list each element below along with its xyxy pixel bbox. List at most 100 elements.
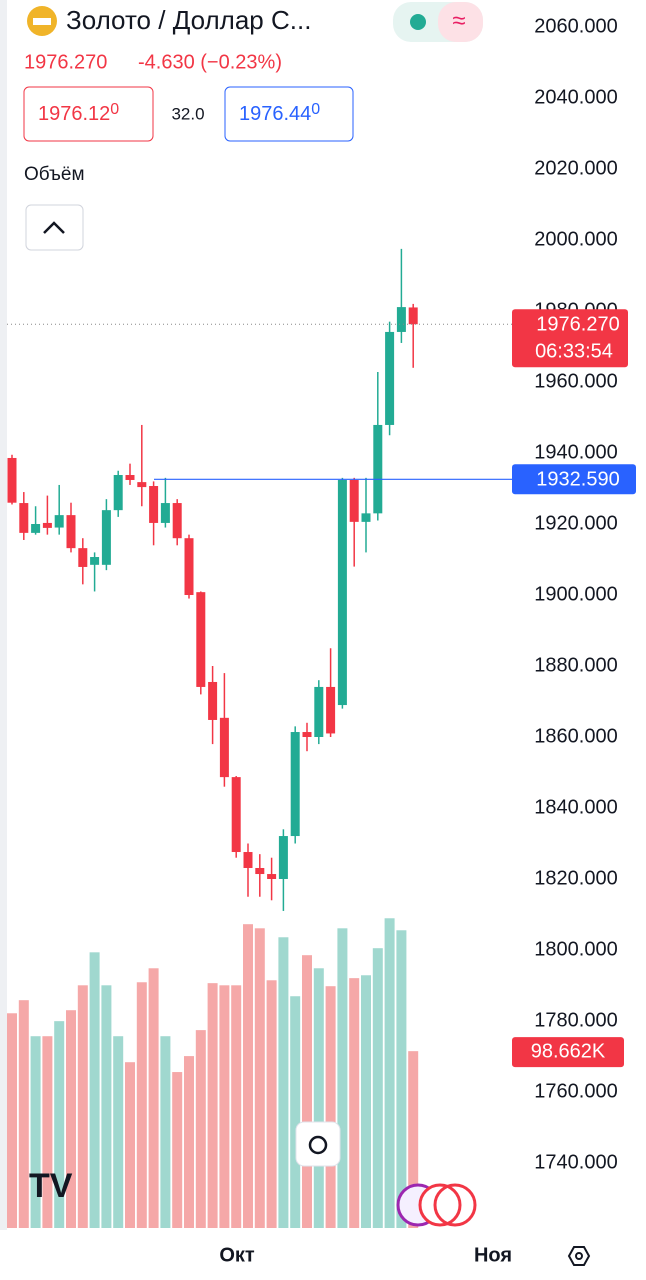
y-tick-label: 1940.000 (534, 441, 617, 463)
candle-body (385, 331, 395, 425)
candle-body (302, 732, 312, 737)
countdown: 06:33:54 (535, 341, 613, 363)
volume-bar (290, 996, 301, 1228)
sell-button[interactable] (23, 86, 154, 142)
volume-bar (66, 1010, 76, 1228)
volume-bar (184, 1056, 194, 1228)
candle-body (231, 777, 241, 853)
candle-body (267, 874, 277, 879)
volume-title: Объём (24, 164, 85, 185)
candle-body (408, 307, 418, 325)
volume-bar (54, 1021, 65, 1228)
delay-icon: ≈ (452, 7, 465, 34)
volume-bar (313, 968, 324, 1228)
volume-label: 98.662K (531, 1040, 606, 1062)
volume-bar (172, 1072, 183, 1228)
economic-event-icon[interactable] (418, 1183, 462, 1227)
left-edge (0, 0, 7, 1230)
volume-bar (372, 948, 383, 1228)
candle-body (349, 479, 359, 522)
ask-sup: 0 (311, 101, 320, 118)
candle-body (149, 486, 159, 523)
candle-body (208, 681, 218, 720)
volume-bar (101, 985, 112, 1228)
ask: 1976.440 (239, 101, 320, 125)
change: -4.630 (−0.23%) (138, 51, 282, 73)
y-tick-label: 1780.000 (534, 1009, 617, 1031)
candle-body (137, 482, 147, 488)
candle-body (361, 513, 371, 522)
volume-bar (113, 1036, 124, 1228)
buy-button[interactable] (224, 86, 354, 142)
volume-bar (408, 1051, 419, 1228)
volume-bar (77, 985, 88, 1228)
volume-bar (349, 978, 360, 1228)
candle-body (66, 515, 76, 549)
candle-body (219, 717, 229, 778)
candle-body (243, 852, 253, 868)
ask-main: 1976.44 (239, 103, 311, 125)
volume-bar (125, 1062, 135, 1228)
reset-button[interactable] (295, 1121, 341, 1167)
candle-body (31, 524, 41, 533)
chevron-icon (43, 221, 65, 234)
volume-bar (148, 968, 159, 1228)
market-open-dot (410, 14, 426, 30)
y-tick-label: 2060.000 (534, 15, 617, 37)
hline-label-bg (512, 464, 636, 495)
candle-body (255, 867, 265, 875)
volume-bar (266, 980, 277, 1228)
y-tick-label: 2020.000 (534, 157, 617, 179)
spread: 32.0 (171, 104, 204, 123)
collapse-button[interactable] (25, 204, 84, 251)
candle-body (90, 557, 100, 565)
y-tick-label: 1740.000 (534, 1151, 617, 1173)
last-price-label: 1976.270 (536, 314, 619, 336)
y-tick-label: 1760.000 (534, 1080, 617, 1102)
volume-label-bg (512, 1037, 624, 1068)
symbol-title: Золото / Доллар С... (66, 5, 311, 35)
volume-bar (160, 1036, 171, 1228)
volume-bar (18, 1000, 29, 1228)
candle-body (7, 457, 17, 503)
candle-body (337, 479, 347, 706)
settings-icon[interactable] (567, 1246, 591, 1266)
volume-bar (219, 985, 230, 1228)
y-tick-label: 1860.000 (534, 725, 617, 747)
y-tick-label: 2040.000 (534, 86, 617, 108)
bid-main: 1976.12 (38, 103, 110, 125)
y-tick-label: 1960.000 (534, 370, 617, 392)
candle-body (42, 522, 52, 528)
y-tick-label: 1800.000 (534, 938, 617, 960)
volume-bar (195, 1030, 206, 1228)
candle-body (314, 686, 324, 737)
candle-body (101, 510, 111, 565)
candle-body (54, 515, 64, 528)
y-tick-label: 1920.000 (534, 512, 617, 534)
y-tick-label: 1880.000 (534, 654, 617, 676)
volume-bar (231, 985, 242, 1228)
candle-body (326, 686, 336, 734)
candle-body (19, 503, 29, 533)
volume-bar (302, 955, 312, 1228)
y-tick-label: 1820.000 (534, 867, 617, 889)
volume-bar (243, 924, 253, 1228)
last-price-bg (512, 309, 628, 368)
y-tick-label: 1900.000 (534, 583, 617, 605)
status-pill-right (438, 2, 483, 42)
volume-bar (207, 983, 218, 1228)
volume-bar (42, 1036, 53, 1228)
candle-body (184, 538, 194, 595)
candle-body (278, 836, 288, 879)
y-tick-label: 2000.000 (534, 228, 617, 250)
volume-bar (254, 928, 265, 1228)
reset-icon (308, 1135, 328, 1155)
price: 1976.270 (24, 51, 107, 73)
bid: 1976.120 (38, 101, 119, 125)
x-axis-label: Ноя (474, 1244, 512, 1266)
candle-body (290, 732, 300, 837)
volume-bar (89, 952, 100, 1228)
volume-bar (30, 1036, 41, 1228)
gold-icon-bar (33, 18, 51, 25)
